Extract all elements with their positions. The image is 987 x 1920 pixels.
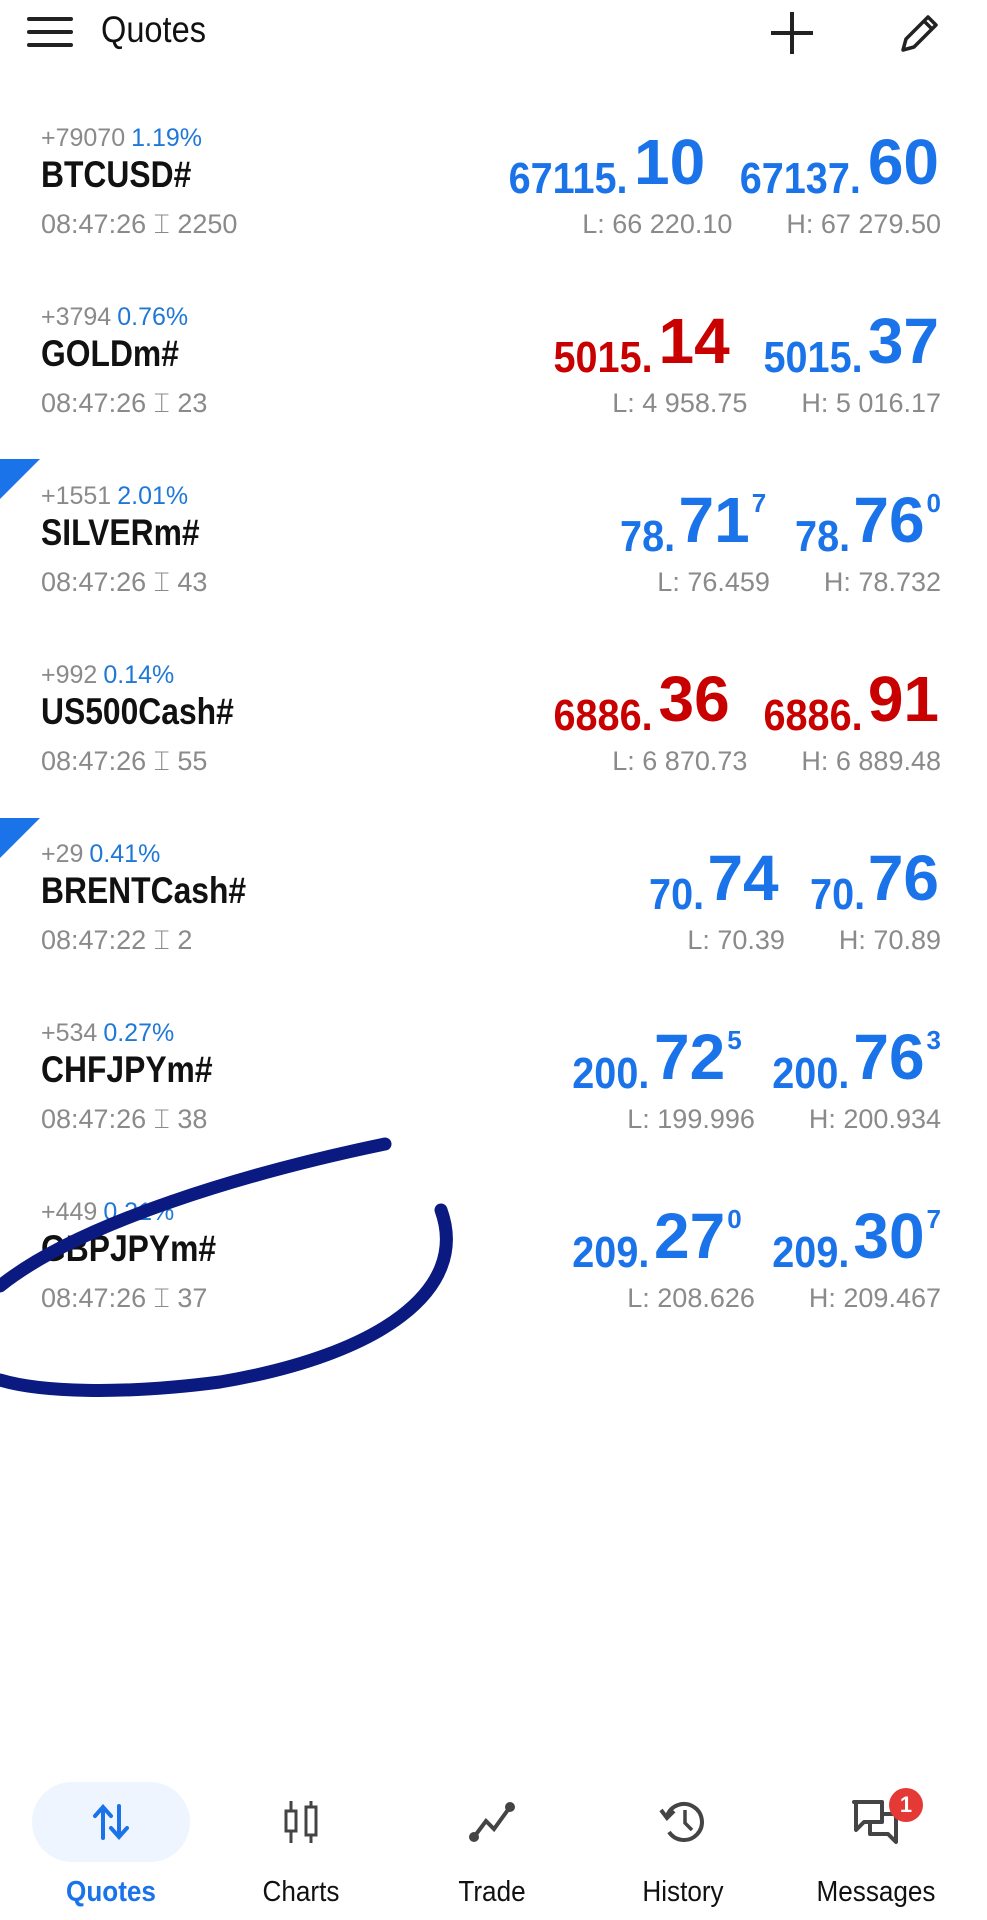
pencil-icon[interactable] [895,8,945,58]
nav-label: History [642,1876,724,1908]
ask-price: 209. 30 7 [771,1200,941,1277]
ask-price: 70. 76 [809,842,939,919]
change: +534 0.27% [41,1019,175,1047]
nav-trade[interactable]: Trade [407,1770,577,1909]
symbol: BRENTCash# [41,870,247,911]
time-spread: 08:47:26 ⌶ 23 [41,388,208,418]
row-indicator-icon [0,459,40,499]
row-indicator-icon [0,818,40,858]
ask-price: 200. 76 3 [771,1021,941,1098]
bid-price: 78. 71 7 [620,484,767,561]
quote-row[interactable]: +449 0.21% GBPJPYm# 08:47:26 ⌶ 37 209. 27 0… [0,1198,987,1377]
time-spread: 08:47:26 ⌶ 38 [41,1104,208,1134]
change: +3794 0.76% [41,303,189,331]
prices: 70. 74 70. 76 [646,840,941,920]
prices: 5015. 14 5015. 37 [548,303,941,383]
spread-icon: ⌶ [153,388,170,418]
low-high: L: 70.39 H: 70.89 [687,925,941,955]
low-high: L: 6 870.73 H: 6 889.48 [612,746,941,776]
spread-icon: ⌶ [153,925,170,955]
quote-row[interactable]: +1551 2.01% SILVERm# 08:47:26 ⌶ 43 78. 71 7… [0,482,987,661]
prices: 6886. 36 6886. 91 [548,661,941,741]
change: +449 0.21% [41,1198,175,1226]
change: +992 0.14% [41,661,175,689]
low-high: L: 208.626 H: 209.467 [627,1283,941,1313]
prices: 200. 72 5 200. 76 3 [568,1019,941,1099]
trade-line-icon [469,1802,515,1842]
nav-label: Messages [816,1876,936,1908]
symbol: GBPJPYm# [41,1228,217,1269]
bottom-nav: Quotes Charts Trade History 1 Messages [0,1770,987,1920]
spread-icon: ⌶ [153,1283,170,1313]
bid-price: 209. 27 0 [572,1200,742,1277]
bid-price: 67115. 10 [508,126,706,203]
bid-price: 6886. 36 [553,663,730,740]
symbol: GOLDm# [41,333,179,374]
symbol: CHFJPYm# [41,1049,213,1090]
time-spread: 08:47:26 ⌶ 55 [41,746,208,776]
history-icon [659,1802,704,1842]
quote-row[interactable]: +3794 0.76% GOLDm# 08:47:26 ⌶ 23 5015. 14 5… [0,303,987,482]
time-spread: 08:47:26 ⌶ 2250 [41,209,238,239]
symbol: BTCUSD# [41,154,192,195]
nav-quotes[interactable]: Quotes [26,1770,196,1909]
nav-messages[interactable]: 1 Messages [791,1770,961,1909]
quote-row[interactable]: +29 0.41% BRENTCash# 08:47:22 ⌶ 2 70. 74 70… [0,840,987,1019]
spread-icon: ⌶ [153,567,170,597]
prices: 209. 27 0 209. 30 7 [568,1198,941,1278]
ask-price: 67137. 60 [739,126,939,203]
change: +1551 2.01% [41,482,189,510]
prices: 67115. 10 67137. 60 [502,124,941,204]
quote-row[interactable]: +534 0.27% CHFJPYm# 08:47:26 ⌶ 38 200. 72 5… [0,1019,987,1198]
nav-label: Charts [262,1876,340,1908]
bid-price: 200. 72 5 [572,1021,742,1098]
time-spread: 08:47:26 ⌶ 43 [41,567,208,597]
hamburger-icon[interactable] [27,17,73,47]
low-high: L: 76.459 H: 78.732 [657,567,941,597]
spread-icon: ⌶ [153,746,170,776]
symbol: SILVERm# [41,512,200,553]
bid-price: 70. 74 [649,842,779,919]
quote-row[interactable]: +79070 1.19% BTCUSD# 08:47:26 ⌶ 2250 6711… [0,124,987,303]
candlestick-icon [284,1801,318,1843]
change: +29 0.41% [41,840,161,868]
low-high: L: 199.996 H: 200.934 [627,1104,941,1134]
ask-price: 5015. 37 [763,305,939,382]
page-title: Quotes [101,9,206,50]
app-header: Quotes [0,0,987,70]
ask-price: 6886. 91 [763,663,939,740]
spread-icon: ⌶ [153,209,170,239]
arrows-updown-icon [93,1803,129,1841]
change: +79070 1.19% [41,124,203,152]
time-spread: 08:47:22 ⌶ 2 [41,925,193,955]
low-high: L: 66 220.10 H: 67 279.50 [582,209,941,239]
low-high: L: 4 958.75 H: 5 016.17 [612,388,941,418]
prices: 78. 71 7 78. 76 0 [617,482,941,562]
notification-badge: 1 [889,1788,923,1822]
nav-label: Quotes [66,1876,156,1908]
plus-icon[interactable] [767,8,817,58]
quote-row[interactable]: +992 0.14% US500Cash# 08:47:26 ⌶ 55 6886.… [0,661,987,840]
time-spread: 08:47:26 ⌶ 37 [41,1283,208,1313]
nav-label: Trade [458,1876,526,1908]
ask-price: 78. 76 0 [795,484,941,561]
nav-charts[interactable]: Charts [216,1770,386,1909]
symbol: US500Cash# [41,691,234,732]
bid-price: 5015. 14 [553,305,730,382]
spread-icon: ⌶ [153,1104,170,1134]
nav-history[interactable]: History [598,1770,768,1909]
